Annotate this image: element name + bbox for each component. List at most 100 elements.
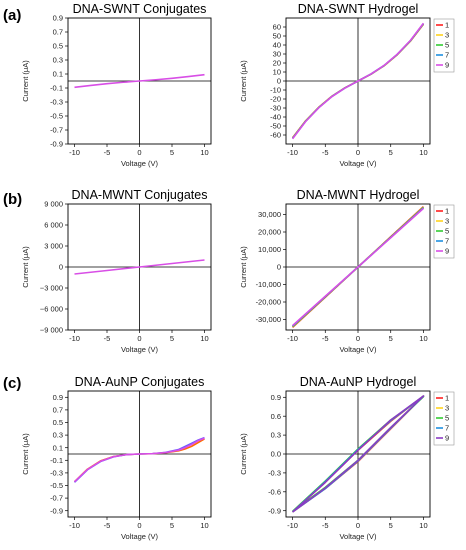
x-axis-label: Voltage (V) [121,159,159,168]
x-tick-label: 5 [389,521,393,530]
legend-label-7: 7 [445,237,449,246]
y-tick-label: 0.7 [53,406,63,415]
legend-label-7: 7 [445,51,449,60]
y-tick-label: 0.7 [53,28,63,37]
legend-label-5: 5 [445,41,449,50]
chart-dna-aunp-conjugates: DNA-AuNP Conjugates -0.9 -0.7 -0.5 -0.3 -0.1 0… [21,375,212,541]
y-tick-label: -0.3 [268,469,281,478]
y-tick-label: −3 000 [40,284,63,293]
panel-label-a: (a) [3,7,21,24]
series-line-0 [74,73,205,89]
x-tick-label: 5 [170,148,174,157]
x-tick-label: 10 [200,334,208,343]
y-tick-label: -20,000 [256,298,281,307]
x-tick-label: 5 [389,334,393,343]
y-tick-label: 0.3 [53,431,63,440]
y-tick-label: -0.9 [50,140,63,149]
y-tick-label: 20 [273,59,281,68]
x-axis-label: Voltage (V) [339,159,377,168]
x-axis-label: Voltage (V) [339,532,377,541]
y-tick-label: 20,000 [258,228,281,237]
chart-title: DNA-MWNT Hydrogel [297,188,420,202]
y-axis-label: Current (μA) [21,246,30,288]
y-axis-label: Current (μA) [21,433,30,475]
y-tick-label: 0.1 [53,443,63,452]
y-tick-label: 0 [277,263,281,272]
legend-box [433,391,455,446]
x-tick-label: 10 [200,148,208,157]
y-tick-label: 0 [59,263,63,272]
legend-label-7: 7 [445,424,449,433]
y-axis-label: Current (μA) [239,60,248,102]
y-tick-label: -30 [270,104,281,113]
x-tick-label: -10 [69,148,80,157]
y-tick-label: 0.9 [53,393,63,402]
y-tick-label: -20 [270,95,281,104]
chart-dna-mwnt-conjugates: DNA-MWNT Conjugates −9 000 −6 000 −3 000 0 3 … [21,188,212,354]
y-tick-label: 0.9 [271,393,281,402]
y-tick-label: −9 000 [40,326,63,335]
x-tick-label: 0 [356,521,360,530]
y-tick-label: 6 000 [44,221,63,230]
y-tick-label: 0.3 [271,431,281,440]
chart-title: DNA-AuNP Conjugates [75,375,205,389]
x-tick-label: 10 [419,521,427,530]
x-tick-label: 0 [356,148,360,157]
series-line-2 [73,437,205,483]
legend-label-9: 9 [445,61,449,70]
legend-label-3: 3 [445,404,449,413]
x-tick-label: 5 [389,148,393,157]
x-tick-label: 0 [137,334,141,343]
y-tick-label: -0.5 [50,112,63,121]
y-tick-label: -50 [270,122,281,131]
panel-label-b: (b) [3,191,22,208]
legend-box [433,18,455,73]
x-tick-label: 10 [419,148,427,157]
legend-label-3: 3 [445,31,449,40]
y-tick-label: -10 [270,86,281,95]
x-tick-label: -5 [104,521,111,530]
panel-label-c: (c) [3,375,21,392]
x-tick-label: -10 [287,148,298,157]
y-tick-label: 50 [273,32,281,41]
chart-dna-mwnt-hydrogel: DNA-MWNT Hydrogel -30,000 -20,000 -10,000 0 1… [239,188,455,354]
legend-label-1: 1 [445,21,449,30]
x-tick-label: 5 [170,521,174,530]
legend-label-5: 5 [445,227,449,236]
series-line-0 [74,259,205,275]
y-axis-label: Current (μA) [21,60,30,102]
x-tick-label: 0 [137,148,141,157]
x-tick-label: 0 [356,334,360,343]
x-tick-label: 10 [200,521,208,530]
y-tick-label: 10 [273,68,281,77]
y-tick-label: 0.1 [53,70,63,79]
x-tick-label: 0 [137,521,141,530]
y-tick-label: -30,000 [256,315,281,324]
x-axis-label: Voltage (V) [339,345,377,354]
y-tick-label: -0.3 [50,98,63,107]
x-tick-label: 5 [170,334,174,343]
y-tick-label: 0 [277,77,281,86]
y-tick-label: -0.7 [50,494,63,503]
series-line-9 [292,395,425,513]
y-tick-label: -0.3 [50,469,63,478]
legend-label-3: 3 [445,217,449,226]
y-tick-label: 40 [273,41,281,50]
chart-dna-swnt-conjugates: DNA-SWNT Conjugates -0.9 -0.7 -0.5 -0.3 -0.1 0… [21,2,212,168]
y-tick-label: -0.1 [50,84,63,93]
y-tick-label: -60 [270,131,281,140]
legend-label-9: 9 [445,247,449,256]
series-line-9 [292,207,424,327]
y-tick-label: -0.6 [268,487,281,496]
y-tick-label: 9 000 [44,200,63,209]
y-tick-label: 0.5 [53,418,63,427]
y-tick-label: -10,000 [256,280,281,289]
y-tick-label: 0.6 [271,412,281,421]
chart-title: DNA-AuNP Hydrogel [300,375,416,389]
y-tick-label: 60 [273,23,281,32]
legend-label-1: 1 [445,207,449,216]
chart-title: DNA-MWNT Conjugates [72,188,208,202]
x-tick-label: -5 [322,148,329,157]
y-tick-label: -0.5 [50,481,63,490]
